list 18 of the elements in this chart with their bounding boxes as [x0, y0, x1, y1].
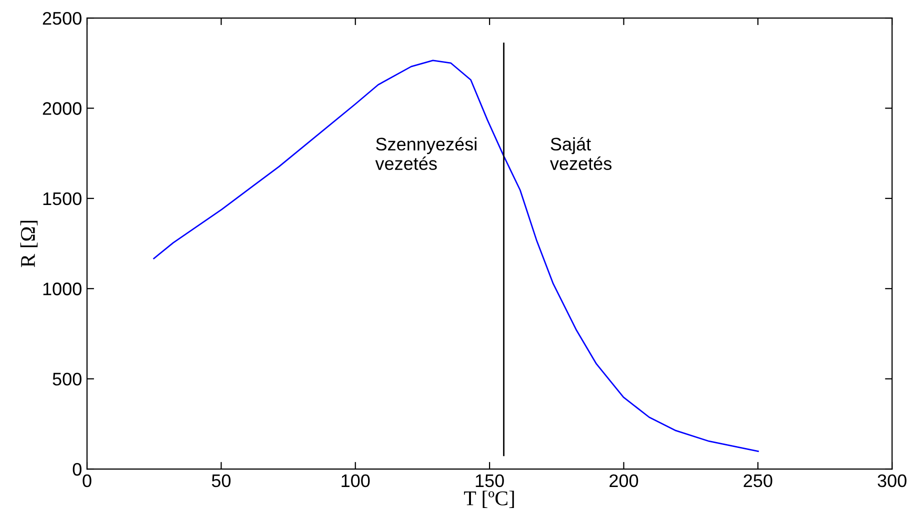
y-axis-title: R [Ω]: [20, 220, 38, 268]
annotation: Saját vezetés: [550, 137, 612, 170]
x-tick-label: 300: [878, 474, 906, 488]
x-axis-title: T [ºC]: [464, 490, 514, 508]
x-tick-label: 0: [82, 474, 92, 488]
x-tick-label: 100: [342, 474, 370, 488]
y-tick-label: 1000: [43, 282, 82, 296]
x-tick-label: 150: [476, 474, 504, 488]
x-tick-label: 250: [744, 474, 772, 488]
y-tick-label: 0: [72, 462, 82, 476]
x-tick-label: 200: [610, 474, 638, 488]
x-tick-label: 50: [212, 474, 231, 488]
y-tick-label: 500: [52, 372, 82, 386]
y-tick-label: 2000: [42, 102, 82, 115]
y-tick-label: 1500: [43, 192, 82, 206]
annotation: Szennyezési vezetés: [375, 137, 476, 170]
y-tick-label: 2500: [42, 12, 82, 25]
line-series: [153, 60, 759, 452]
